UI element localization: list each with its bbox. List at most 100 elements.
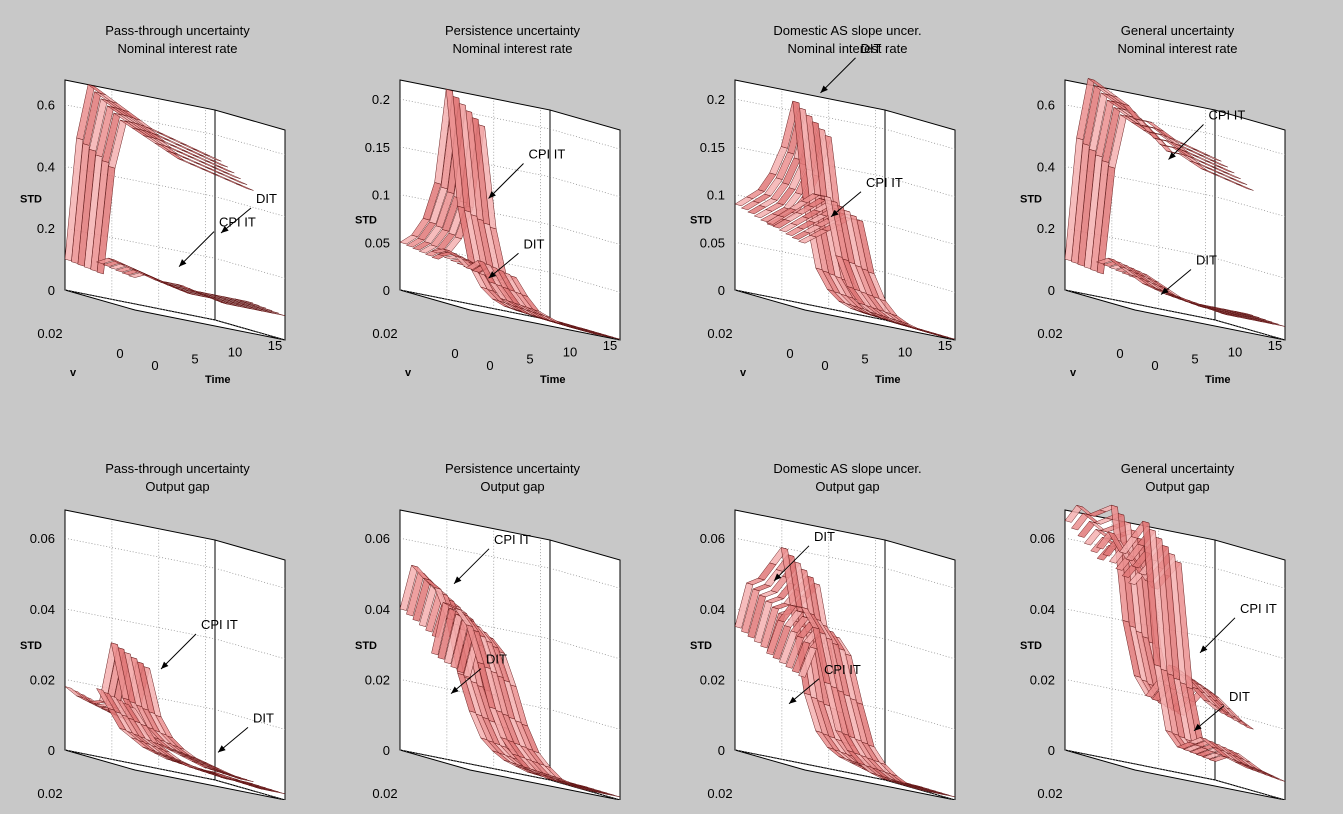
- chart-title-line: General uncertainty: [1120, 461, 1235, 476]
- z-tick-label: 0: [718, 283, 725, 298]
- surface-2: [96, 688, 286, 795]
- surface-facet: [234, 298, 253, 304]
- annotation-arrow: [1168, 124, 1204, 160]
- chart-title-line: Pass-through uncertainty: [105, 23, 250, 38]
- chart-panel-7: Domestic AS slope uncer. Output gap 0 0.02 0…: [680, 400, 1015, 800]
- annotation-label: CPI IT: [1209, 108, 1246, 123]
- z-axis-label: STD: [20, 640, 42, 652]
- z-tick-label: 0.04: [700, 602, 725, 617]
- floor-plane: [64, 749, 286, 800]
- v-tick-label: 0: [116, 346, 123, 361]
- time-tick-label: 15: [938, 798, 952, 800]
- grid-line: [64, 749, 286, 800]
- v-tick-label: 0.02: [707, 326, 732, 341]
- grid-line: [399, 146, 621, 198]
- surface-2: [765, 193, 956, 340]
- z-axis-label: STD: [355, 640, 377, 652]
- v-tick-label: 0: [451, 346, 458, 361]
- v-tick-label: 0.02: [707, 786, 732, 800]
- annotation-arrow: [160, 633, 197, 670]
- z-tick-label: 0.15: [700, 140, 725, 155]
- z-tick-label: 0: [1048, 283, 1055, 298]
- annotation-arrow: [773, 545, 810, 582]
- grid-line: [64, 166, 286, 217]
- z-tick-label: 0.04: [365, 602, 390, 617]
- v-tick-label: 0: [786, 346, 793, 361]
- z-axis-label: STD: [20, 193, 42, 205]
- back-wall-depth: [884, 539, 956, 800]
- z-tick-label: 0.2: [707, 92, 725, 107]
- grid-line: [399, 749, 621, 800]
- annotation-arrow: [488, 163, 524, 199]
- chart-title: General uncertainty Output gap: [1010, 460, 1343, 496]
- back-wall-depth: [214, 539, 286, 800]
- time-tick-label: 15: [1268, 798, 1282, 800]
- grid-line: [734, 679, 956, 730]
- z-tick-label: 0.06: [30, 531, 55, 546]
- chart-title-line: Pass-through uncertainty: [105, 461, 250, 476]
- surface-facet: [904, 325, 923, 331]
- z-axis-label: STD: [1020, 193, 1042, 205]
- z-tick-label: 0: [383, 743, 390, 758]
- grid-line: [64, 679, 286, 730]
- grid-line: [1064, 289, 1286, 341]
- grid-line: [1064, 749, 1286, 800]
- annotation-label: DIT: [861, 41, 882, 56]
- z-axis-label: STD: [1020, 640, 1042, 652]
- z-tick-label: 0.4: [37, 159, 55, 174]
- z-tick-label: 0.02: [365, 672, 390, 687]
- surface-facet: [241, 301, 260, 306]
- chart-title-line: Nominal interest rate: [1117, 41, 1238, 56]
- z-tick-label: 0.1: [707, 188, 725, 203]
- surface-facet: [209, 159, 228, 168]
- time-axis-label: Time: [540, 374, 565, 386]
- time-tick-label: 10: [898, 345, 912, 360]
- surface-facet: [1229, 177, 1248, 185]
- surface-facet: [1209, 159, 1228, 168]
- grid-line: [399, 241, 621, 293]
- floor-plane: [399, 749, 621, 800]
- time-tick-label: 5: [1191, 351, 1198, 366]
- annotation-arrowhead: [221, 225, 229, 233]
- grid-line: [399, 608, 621, 660]
- surface-facet: [235, 777, 254, 782]
- grid-line: [1064, 679, 1286, 730]
- chart-title-line: Nominal interest rate: [787, 41, 908, 56]
- annotation-label: DIT: [814, 529, 835, 544]
- chart-title: Domestic AS slope uncer. Nominal interest…: [680, 22, 1015, 58]
- time-tick-label: 15: [268, 798, 282, 800]
- annotation-arrow: [178, 231, 215, 267]
- surface-1: [1064, 78, 1254, 275]
- chart-panel-4: General uncertainty Nominal interest rate…: [1010, 0, 1343, 400]
- chart-svg: 0 0.05 0.1 0.15 0.2 STD 0.02 0 v 0 5 10 15 Time CPI IT…: [355, 79, 621, 386]
- time-axis-label: Time: [1205, 374, 1230, 386]
- surface-facet: [1234, 311, 1253, 316]
- surface-facet: [209, 768, 228, 774]
- time-tick-label: 15: [268, 338, 282, 353]
- grid-line: [399, 537, 621, 589]
- z-tick-label: 0.06: [700, 531, 725, 546]
- annotation-arrowhead: [1194, 723, 1202, 731]
- surface-facet: [222, 171, 241, 180]
- time-tick-label: 0: [486, 358, 493, 373]
- grid-line: [734, 98, 956, 150]
- annotation-label: DIT: [524, 236, 545, 251]
- surface-facet: [1247, 315, 1266, 321]
- v-tick-label: 0.02: [1037, 786, 1062, 800]
- annotation-label: DIT: [486, 652, 507, 667]
- surface-facet: [260, 308, 279, 314]
- surface-facet: [1266, 322, 1286, 327]
- z-tick-label: 0.04: [30, 602, 55, 617]
- grid-line: [734, 608, 956, 660]
- annotation-arrowhead: [774, 573, 782, 581]
- surface-facet: [1203, 699, 1222, 712]
- chart-title-line: Output gap: [480, 479, 545, 494]
- time-tick-label: 5: [861, 351, 868, 366]
- annotation-arrowhead: [789, 696, 797, 704]
- annotation-arrowhead: [454, 576, 462, 584]
- surface-facet: [203, 153, 222, 162]
- grid-line: [1064, 166, 1286, 217]
- v-tick-label: 0.02: [372, 786, 397, 800]
